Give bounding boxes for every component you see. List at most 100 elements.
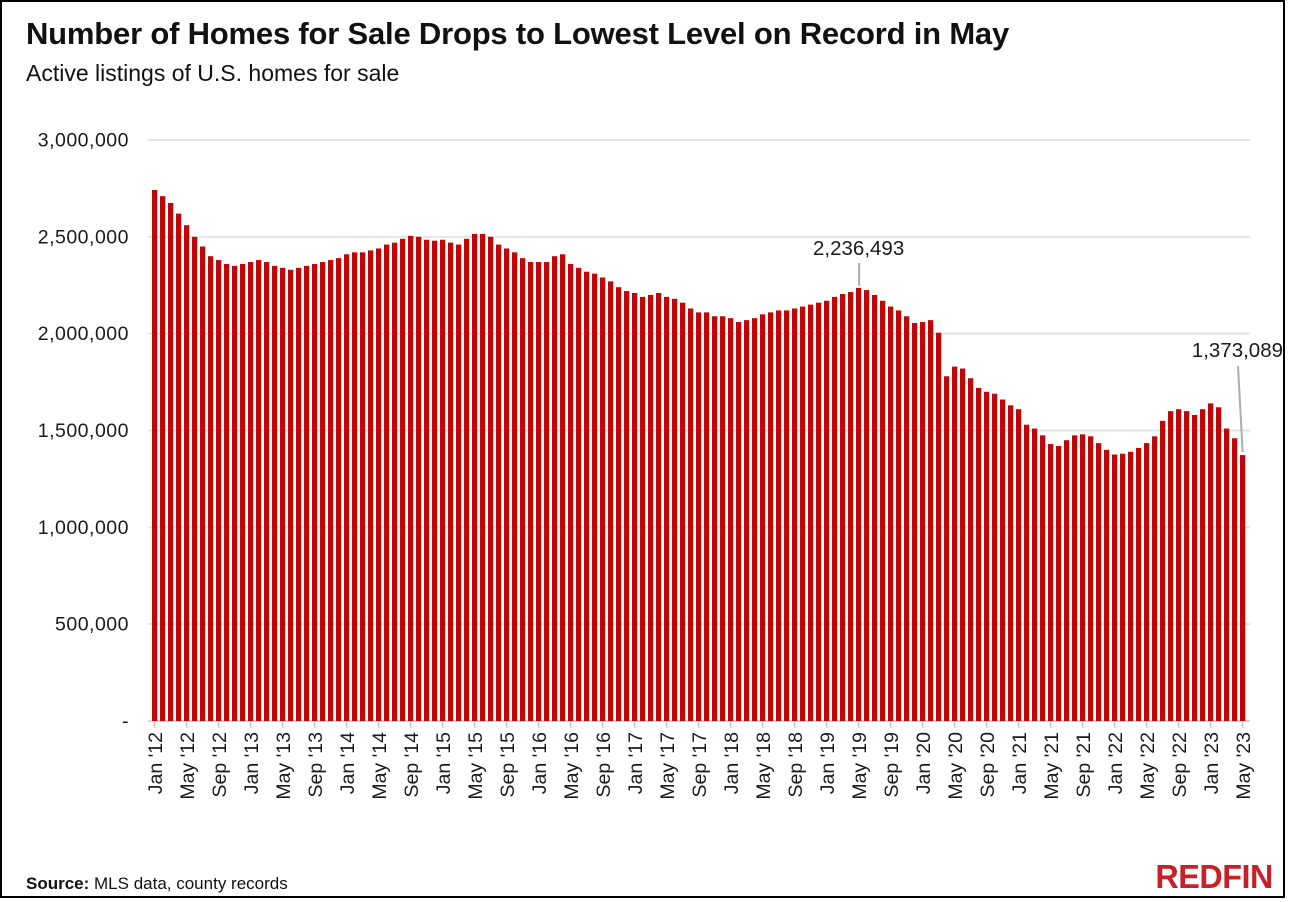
bar: [688, 308, 694, 721]
x-axis-label: Jan '23: [1201, 732, 1223, 794]
bar: [1232, 438, 1238, 721]
bar: [736, 322, 742, 721]
bar: [1168, 411, 1174, 721]
bar: [232, 265, 238, 721]
bar: [224, 263, 230, 721]
bar: [1032, 428, 1038, 721]
x-axis-label: Sep '21: [1073, 732, 1095, 798]
annotation-label: 2,236,493: [813, 237, 904, 260]
bar: [1064, 440, 1070, 721]
bar: [320, 262, 326, 721]
y-axis-label: 2,000,000: [38, 323, 129, 345]
bar: [664, 296, 670, 721]
bar: [360, 252, 366, 721]
bar: [176, 213, 182, 722]
y-axis-label: 1,500,000: [38, 420, 129, 442]
bar: [1120, 453, 1126, 721]
bar: [808, 304, 814, 721]
bar: [1024, 424, 1030, 721]
bar: [632, 292, 638, 721]
bar: [640, 296, 646, 721]
annotation-line: [1237, 365, 1244, 453]
bar: [192, 236, 198, 722]
x-axis-label: Jan '21: [1009, 732, 1031, 794]
bar: [1088, 436, 1094, 721]
bar: [1136, 447, 1142, 721]
bar: [616, 287, 622, 721]
x-axis-label: May '12: [177, 732, 199, 800]
x-axis-label: Sep '19: [881, 732, 903, 798]
bar: [864, 290, 870, 721]
redfin-logo: REDFIN: [1155, 858, 1274, 895]
bar: [416, 236, 422, 722]
bar: [592, 273, 598, 721]
bar: [624, 291, 630, 721]
bar: [1240, 455, 1246, 721]
bar: [312, 263, 318, 721]
bar: [728, 318, 734, 721]
bar: [480, 233, 486, 721]
chart-title: Number of Homes for Sale Drops to Lowest…: [26, 16, 1010, 51]
bar: [528, 262, 534, 721]
x-axis-label: Jan '20: [913, 732, 935, 794]
bar: [760, 314, 766, 721]
bar: [784, 310, 790, 721]
x-axis-label: Sep '20: [977, 732, 999, 798]
bar: [288, 269, 294, 721]
bar: [848, 292, 854, 721]
bar: [184, 225, 190, 722]
bar: [432, 240, 438, 721]
bar: [672, 298, 678, 721]
bar: [536, 262, 542, 721]
bar: [840, 293, 846, 721]
x-axis-label: Jan '22: [1105, 732, 1127, 794]
bar: [328, 260, 334, 721]
bar: [280, 267, 286, 721]
bar: [1128, 451, 1134, 721]
x-axis-label: Jan '19: [817, 732, 839, 794]
bar: [1144, 443, 1150, 721]
x-axis-label: May '14: [369, 732, 391, 800]
bar: [264, 262, 270, 721]
bar: [1152, 436, 1158, 721]
x-axis-label: Sep '17: [689, 732, 711, 798]
bar: [336, 258, 342, 721]
bar: [944, 376, 950, 721]
bar: [896, 310, 902, 721]
bar: [272, 265, 278, 721]
bar: [952, 366, 958, 721]
bar: [680, 302, 686, 721]
bar: [992, 393, 998, 721]
bar: [544, 262, 550, 721]
bar: [912, 323, 918, 721]
bar: [472, 233, 478, 721]
source-text: MLS data, county records: [89, 874, 288, 893]
source-note: Source: MLS data, county records: [26, 874, 288, 894]
bar: [552, 256, 558, 721]
bar: [400, 238, 406, 721]
bar: [520, 258, 526, 721]
bar: [296, 267, 302, 721]
bar: [1072, 435, 1078, 721]
bar: [392, 242, 398, 722]
bar: [824, 300, 830, 721]
bar: [1048, 444, 1054, 721]
bar: [936, 332, 942, 721]
bar: [1200, 409, 1206, 721]
bar: [856, 287, 862, 721]
bar: [208, 256, 214, 721]
bar: [1104, 449, 1110, 721]
bar: [752, 318, 758, 721]
x-axis-label: Jan '13: [241, 732, 263, 794]
bar: [368, 250, 374, 721]
bar: [1192, 415, 1198, 721]
bar: [160, 196, 166, 721]
bar: [656, 292, 662, 721]
y-axis-label: 500,000: [55, 614, 129, 636]
bar: [424, 239, 430, 721]
x-axis-label: May '21: [1041, 732, 1063, 800]
bar: [720, 316, 726, 721]
bar: [984, 391, 990, 721]
bar: [888, 306, 894, 721]
